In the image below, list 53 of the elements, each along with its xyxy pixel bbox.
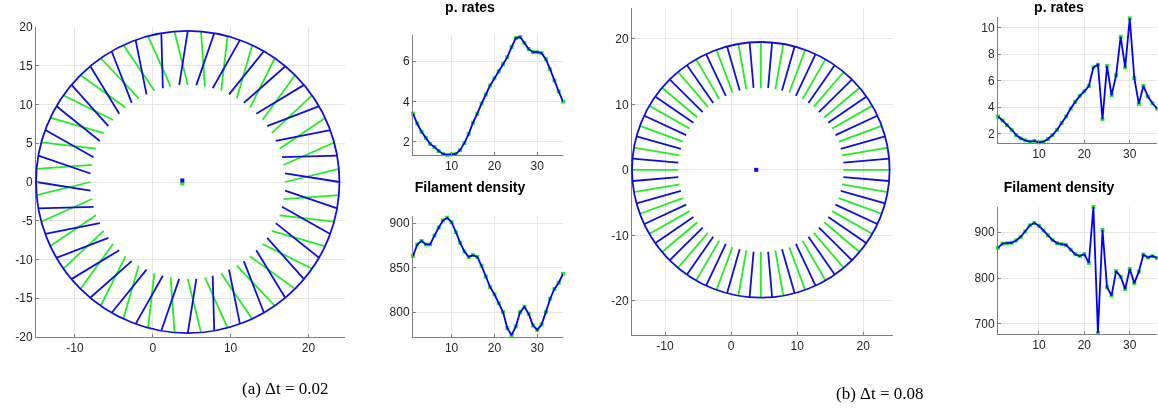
y-tick-label: 800	[974, 271, 995, 286]
y-tick-label: 850	[389, 260, 410, 275]
x-tick-label: 30	[530, 341, 545, 356]
text: (b) Δt = 0.08	[836, 384, 924, 403]
x-tick-label: 30	[530, 159, 545, 174]
x-tick-label: 30	[1123, 338, 1137, 353]
y-tick-label: 900	[389, 216, 410, 231]
y-tick-label: 700	[974, 317, 995, 332]
x-tick-label: 10	[444, 341, 459, 356]
y-tick-label: 4	[987, 100, 995, 115]
y-tick-label: 10	[615, 97, 629, 112]
chart-title: Filament density	[414, 178, 526, 195]
x-tick-label: 20	[487, 341, 502, 356]
x-tick-label: -10	[66, 341, 84, 356]
x-tick-label: 20	[301, 341, 316, 356]
x-tick-label: 10	[223, 341, 238, 356]
x-tick-label: 20	[1077, 147, 1092, 162]
y-tick-label: -5	[21, 213, 33, 228]
x-tick-label: 0	[149, 341, 157, 356]
y-tick-label: 4	[402, 94, 410, 109]
x-tick-label: 20	[1077, 338, 1092, 353]
x-tick-label: 20	[856, 339, 871, 354]
x-tick-label: 10	[790, 339, 805, 354]
y-tick-label: 900	[974, 225, 995, 240]
text: (a) Δt = 0.02	[242, 379, 329, 398]
y-tick-label: 2	[987, 126, 995, 141]
y-tick-label: -10	[611, 228, 629, 243]
x-tick-label: 10	[444, 159, 459, 174]
y-tick-label: -20	[15, 330, 33, 345]
y-tick-label: 10	[19, 97, 33, 112]
y-tick-label: -10	[15, 252, 33, 267]
x-tick-label: 0	[727, 339, 735, 354]
y-tick-label: 6	[987, 73, 995, 88]
y-tick-label: -20	[611, 294, 629, 309]
x-tick-label: 10	[1032, 338, 1046, 353]
y-tick-label: -15	[15, 291, 33, 306]
chart-title: Filament density	[1003, 178, 1115, 195]
y-tick-label: 8	[987, 47, 995, 62]
x-tick-label: 10	[1032, 147, 1046, 162]
y-tick-label: 2	[402, 135, 410, 150]
x-tick-label: -10	[656, 339, 675, 354]
y-tick-label: 5	[25, 136, 33, 151]
x-tick-label: 20	[487, 159, 502, 174]
x-tick-label: 30	[1123, 147, 1137, 162]
y-tick-label: 800	[389, 305, 410, 320]
chart-title: p. rates	[1034, 0, 1085, 15]
y-tick-label: 0	[25, 175, 33, 190]
y-tick-label: 20	[19, 20, 33, 35]
y-tick-label: 10	[981, 20, 995, 35]
y-tick-label: 15	[19, 58, 33, 73]
y-tick-label: 20	[615, 32, 629, 46]
chart-title: p. rates	[445, 0, 496, 15]
y-tick-label: 6	[402, 54, 410, 69]
